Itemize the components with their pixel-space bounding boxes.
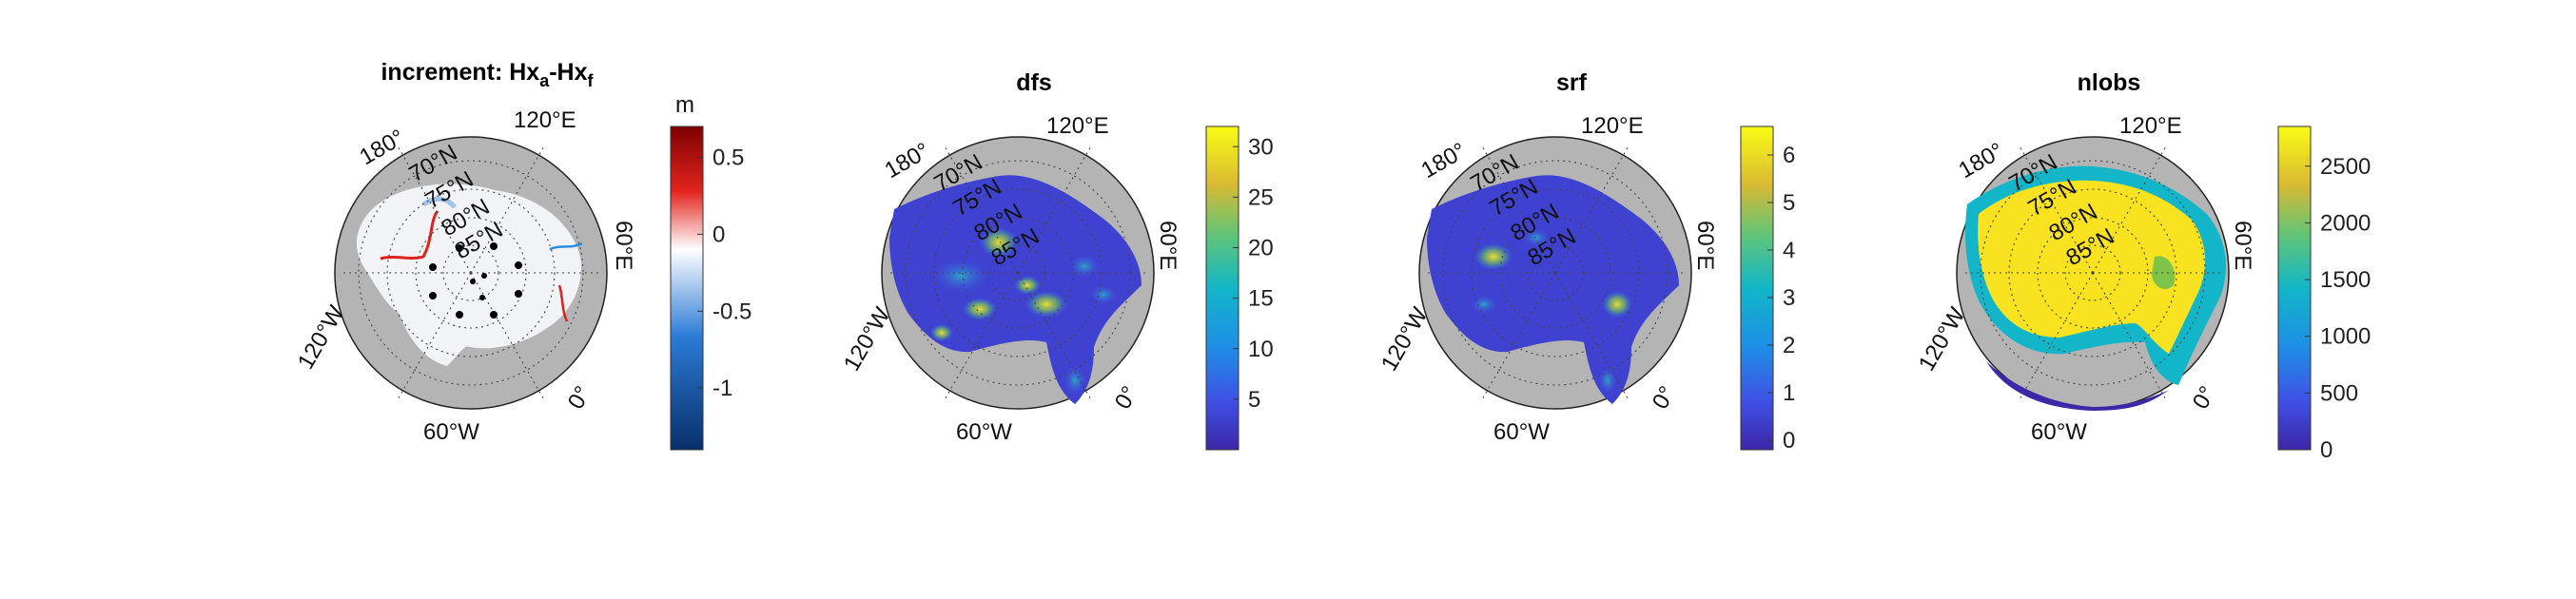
colorbar-tick-label: 15 (1248, 286, 1274, 312)
colorbar-srf: 6 5 4 3 2 1 0 (1740, 126, 1795, 454)
label-120w: 120°W (839, 303, 896, 376)
panel-title-increment: increment: Hxa-Hxf (381, 59, 594, 90)
colorbar-ticks-srf: 6 5 4 3 2 1 0 (1767, 143, 1795, 454)
colorbar-tick-label: 20 (1248, 236, 1274, 261)
red-increment-siberia (380, 210, 439, 261)
label-60w: 60°W (956, 419, 1012, 445)
map-increment: 180° 70°N 75°N 80°N 85°N 120°E 60°E 120°… (293, 107, 636, 445)
ocean-region (356, 184, 581, 349)
colorbar-unit-label: m (675, 92, 694, 118)
colorbar-tick-label: 1 (1783, 380, 1795, 406)
ocean-lobe (400, 314, 471, 366)
colorbar-tick-label: 5 (1783, 190, 1795, 216)
colorbar-tick-label: 2 (1783, 333, 1795, 358)
colorbar-tick-label: 500 (2320, 380, 2358, 406)
label-60w: 60°W (423, 419, 479, 445)
field-region-core (1978, 180, 2206, 354)
red-increment-east (557, 284, 569, 322)
colorbar-tick-label: 0 (2320, 437, 2332, 463)
colorbar-ticks-increment: 0.5 0 -0.5 -1 (697, 145, 751, 401)
field-region (889, 175, 1142, 404)
colorbar-tick-label: 4 (1783, 238, 1795, 263)
label-60e: 60°E (2230, 221, 2255, 270)
label-120w: 120°W (1376, 303, 1434, 376)
field-low-bottom (1986, 361, 2169, 411)
label-120w: 120°W (293, 301, 350, 374)
colorbar-tick-label: 0 (1783, 428, 1795, 454)
field-highlights (1471, 228, 1632, 394)
panel-title-srf: srf (1556, 69, 1588, 96)
panel-dfs: dfs 180° 70°N (839, 69, 1274, 451)
colorbar-tick-label: 6 (1783, 143, 1795, 168)
label-0: 0° (563, 382, 596, 414)
map-nlobs: 180° 70°N 75°N 80°N 85°N 120°E 60°E 120°… (1914, 113, 2255, 445)
colorbar-rect (670, 126, 704, 451)
map-dfs: 180° 70°N 75°N 80°N 85°N 120°E 60°E 120°… (839, 113, 1181, 445)
light-blue-patch (421, 196, 457, 209)
colorbar-tick-label: 0 (712, 222, 725, 247)
colorbar-tick-label: 5 (1248, 387, 1260, 413)
label-0: 0° (2188, 382, 2221, 414)
colorbar-tick-label: 0.5 (712, 145, 744, 170)
colorbar-tick-label: 2500 (2320, 154, 2371, 180)
graticule-nlobs (1964, 144, 2221, 402)
colorbar-ticks-dfs: 30 25 20 15 10 5 (1233, 134, 1274, 413)
colorbar-tick-label: 1000 (2320, 324, 2371, 350)
label-0: 0° (1648, 382, 1681, 414)
panel-title-dfs: dfs (1016, 69, 1052, 96)
graticule-dfs (889, 144, 1146, 402)
colorbar-rect (1740, 126, 1774, 451)
label-120e: 120°E (514, 107, 576, 133)
map-srf: 180° 70°N 75°N 80°N 85°N 120°E 60°E 120°… (1376, 113, 1718, 445)
label-60e: 60°E (1155, 221, 1181, 270)
title-subscript-a: a (539, 71, 550, 90)
colorbar-ticks-nlobs: 2500 2000 1500 1000 500 0 (2305, 154, 2371, 463)
panel-increment: increment: Hxa-Hxf 180° (293, 59, 751, 451)
label-60e: 60°E (611, 221, 636, 270)
label-0: 0° (1110, 382, 1143, 414)
colorbar-increment: m 0.5 0 -0.5 -1 (670, 92, 751, 451)
label-60w: 60°W (1493, 419, 1550, 445)
graticule-srf (1427, 144, 1684, 402)
observation-points (429, 242, 522, 319)
title-subscript-f: f (588, 71, 595, 90)
field-region (1427, 175, 1679, 404)
label-60w: 60°W (2031, 419, 2087, 445)
label-120w: 120°W (1914, 303, 1971, 376)
colorbar-rect (2277, 126, 2312, 451)
colorbar-tick-label: 2000 (2320, 210, 2371, 236)
colorbar-dfs: 30 25 20 15 10 5 (1205, 126, 1274, 451)
panel-srf: srf 180° 70°N 75°N 80°N 85°N (1376, 69, 1796, 454)
colorbar-tick-label: 3 (1783, 285, 1795, 311)
panel-nlobs: nlobs 180° 70°N 75°N 80°N 85°N 120°E 60°… (1914, 69, 2371, 463)
label-60e: 60°E (1692, 221, 1718, 270)
colorbar-nlobs: 2500 2000 1500 1000 500 0 (2277, 126, 2371, 463)
colorbar-tick-label: 25 (1248, 184, 1274, 210)
field-highlights (930, 227, 1117, 396)
field-gap (2152, 256, 2176, 290)
colorbar-tick-label: -1 (712, 376, 732, 401)
label-120e: 120°E (1046, 113, 1109, 139)
colorbar-tick-label: 30 (1248, 134, 1274, 160)
blue-increment-kara (549, 242, 583, 251)
colorbar-tick-label: 10 (1248, 337, 1274, 362)
colorbar-tick-label: -0.5 (712, 299, 751, 324)
colorbar-rect (1205, 126, 1239, 451)
label-120e: 120°E (1581, 113, 1644, 139)
label-120e: 120°E (2119, 113, 2182, 139)
colorbar-tick-label: 1500 (2320, 267, 2371, 293)
panel-title-nlobs: nlobs (2078, 69, 2141, 96)
